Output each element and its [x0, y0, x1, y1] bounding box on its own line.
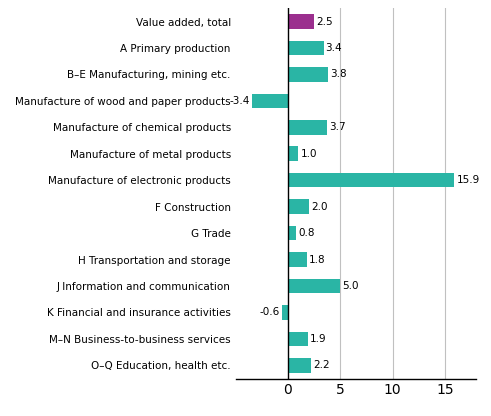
Text: 3.7: 3.7	[329, 122, 345, 132]
Bar	[288, 199, 309, 214]
Text: 2.2: 2.2	[313, 360, 330, 370]
Text: 1.9: 1.9	[310, 334, 327, 344]
Text: 1.0: 1.0	[300, 149, 317, 159]
Text: 1.8: 1.8	[309, 255, 326, 265]
Bar	[288, 252, 307, 267]
Text: 0.8: 0.8	[299, 228, 315, 238]
Bar	[288, 41, 324, 55]
Text: 2.5: 2.5	[316, 17, 333, 27]
Bar	[288, 358, 311, 373]
Bar	[288, 332, 308, 346]
Text: 2.0: 2.0	[311, 202, 327, 212]
Bar	[288, 14, 314, 29]
Bar	[288, 226, 297, 240]
Text: 3.8: 3.8	[330, 69, 347, 79]
Text: 3.4: 3.4	[326, 43, 342, 53]
Bar	[288, 67, 327, 82]
Text: -3.4: -3.4	[230, 96, 250, 106]
Bar	[288, 279, 340, 293]
Text: -0.6: -0.6	[259, 307, 279, 317]
Bar	[252, 94, 288, 108]
Bar	[288, 146, 299, 161]
Bar	[282, 305, 288, 320]
Bar	[288, 173, 454, 188]
Text: 5.0: 5.0	[342, 281, 359, 291]
Text: 15.9: 15.9	[457, 175, 480, 185]
Bar	[288, 120, 327, 135]
